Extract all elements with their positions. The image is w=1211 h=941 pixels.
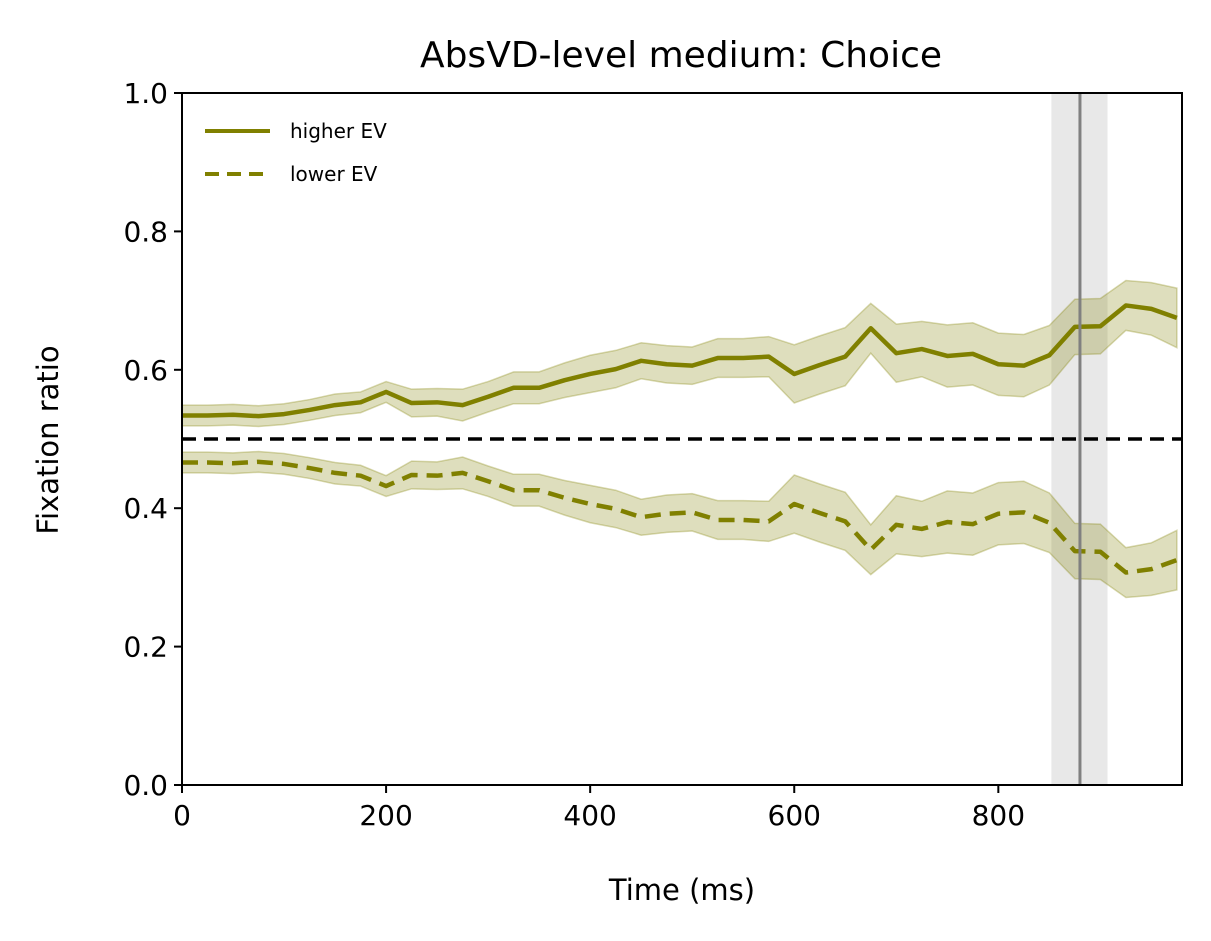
series-line-higher-ev <box>182 303 1178 419</box>
y-tick-label: 0.6 <box>123 354 168 387</box>
series-line-lower-ev <box>182 459 1178 575</box>
y-tick-label: 0.8 <box>123 215 168 248</box>
y-tick-label: 0.0 <box>123 769 168 802</box>
x-tick-label: 0 <box>173 799 191 832</box>
legend: higher EV lower EV <box>205 119 387 186</box>
axis-ticks: 0 200 400 600 800 0.0 0.2 0.4 0.6 0.8 1.0 <box>123 77 1025 832</box>
plot-area <box>181 93 1182 785</box>
x-tick-label: 800 <box>972 799 1025 832</box>
axes-frame <box>181 92 1183 786</box>
x-tick-label: 400 <box>563 799 616 832</box>
x-tick-label: 200 <box>359 799 412 832</box>
legend-label-higher-ev: higher EV <box>290 119 387 143</box>
x-tick-label: 600 <box>768 799 821 832</box>
ci-band-higher-ev <box>181 279 1178 428</box>
y-tick-label: 1.0 <box>123 77 168 110</box>
y-tick-label: 0.4 <box>123 492 168 525</box>
y-axis-label: Fixation ratio <box>31 345 65 534</box>
ci-band-lower-ev <box>181 450 1178 599</box>
y-tick-label: 0.2 <box>123 631 168 664</box>
legend-label-lower-ev: lower EV <box>290 162 378 186</box>
x-axis-label: Time (ms) <box>608 873 755 907</box>
chart-title: AbsVD-level medium: Choice <box>420 35 942 76</box>
